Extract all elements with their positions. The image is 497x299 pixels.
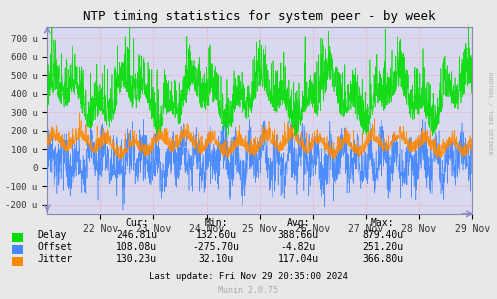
Text: 366.80u: 366.80u <box>362 254 403 264</box>
Text: 246.81u: 246.81u <box>116 230 157 240</box>
Text: Avg:: Avg: <box>286 218 310 228</box>
Text: Offset: Offset <box>37 242 73 252</box>
Y-axis label: seconds: seconds <box>0 99 2 142</box>
Text: -4.82u: -4.82u <box>281 242 316 252</box>
Text: 132.60u: 132.60u <box>196 230 237 240</box>
Text: 879.40u: 879.40u <box>362 230 403 240</box>
Text: RRDTOOL / TOBI OETIKER: RRDTOOL / TOBI OETIKER <box>488 72 493 155</box>
Text: 388.66u: 388.66u <box>278 230 319 240</box>
Text: Munin 2.0.75: Munin 2.0.75 <box>219 286 278 295</box>
Text: 108.08u: 108.08u <box>116 242 157 252</box>
Text: Min:: Min: <box>204 218 228 228</box>
Text: -275.70u: -275.70u <box>193 242 240 252</box>
Text: Max:: Max: <box>371 218 395 228</box>
Text: 32.10u: 32.10u <box>199 254 234 264</box>
Text: Cur:: Cur: <box>125 218 149 228</box>
Text: 251.20u: 251.20u <box>362 242 403 252</box>
Title: NTP timing statistics for system peer - by week: NTP timing statistics for system peer - … <box>83 10 436 23</box>
Text: 130.23u: 130.23u <box>116 254 157 264</box>
Text: Delay: Delay <box>37 230 67 240</box>
Text: 117.04u: 117.04u <box>278 254 319 264</box>
Text: Jitter: Jitter <box>37 254 73 264</box>
Text: Last update: Fri Nov 29 20:35:00 2024: Last update: Fri Nov 29 20:35:00 2024 <box>149 272 348 281</box>
